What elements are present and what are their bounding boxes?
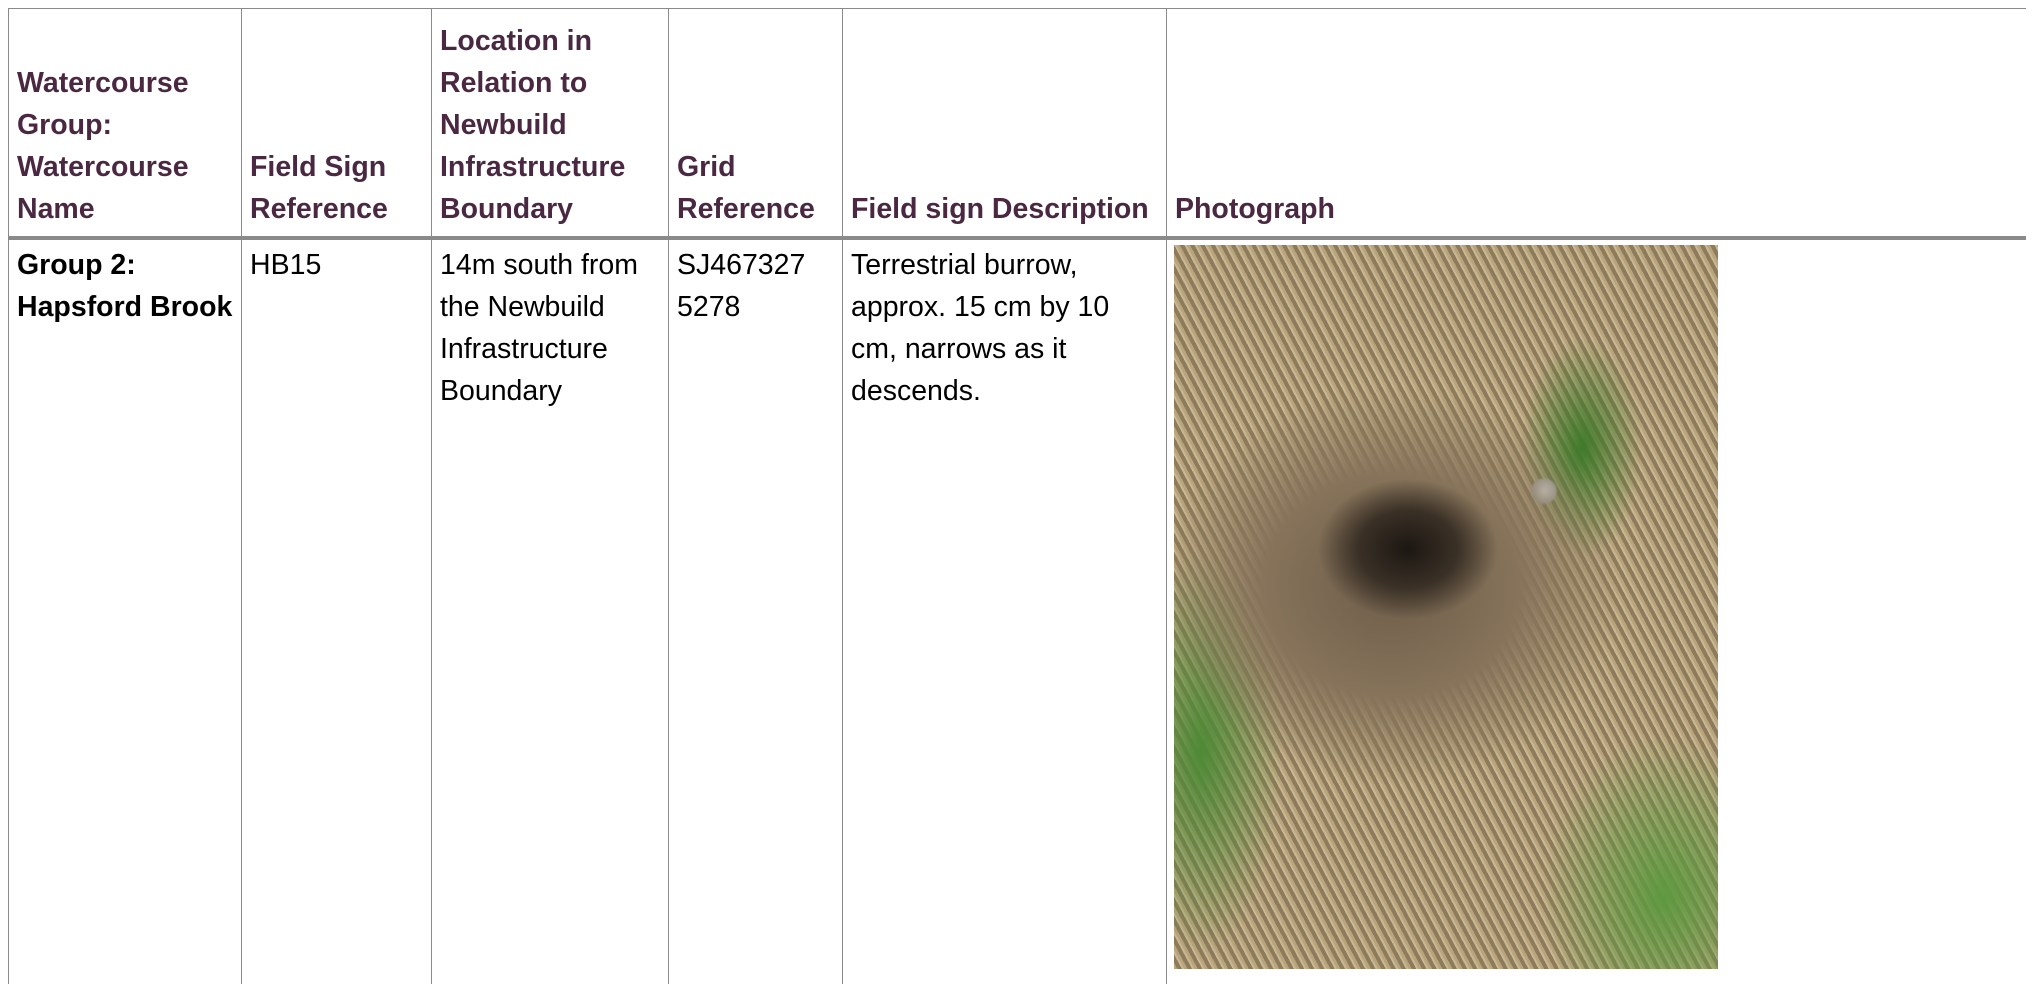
header-cell: Field sign Description [842, 8, 1167, 240]
header-row: Watercourse Group: Watercourse Name Fiel… [8, 8, 2026, 240]
photo-cell [1166, 237, 2026, 984]
cell: SJ467327 5278 [668, 237, 843, 984]
header-cell: Photograph [1166, 8, 2026, 240]
header-cell: Field Sign Reference [241, 8, 432, 240]
header-cell: Location in Relation to Newbuild Infrast… [431, 8, 669, 240]
table-container: Watercourse Group: Watercourse Name Fiel… [8, 8, 2026, 984]
photograph [1174, 245, 1718, 969]
cell: Terrestrial burrow, approx. 15 cm by 10 … [842, 237, 1167, 984]
data-row: Group 2: Hapsford Brook HB15 14m south f… [8, 237, 2026, 984]
header-cell: Grid Reference [668, 8, 843, 240]
cell: 14m south from the Newbuild Infrastructu… [431, 237, 669, 984]
cell: HB15 [241, 237, 432, 984]
field-sign-table: Watercourse Group: Watercourse Name Fiel… [8, 8, 2026, 984]
header-cell: Watercourse Group: Watercourse Name [8, 8, 242, 240]
cell: Group 2: Hapsford Brook [8, 237, 242, 984]
